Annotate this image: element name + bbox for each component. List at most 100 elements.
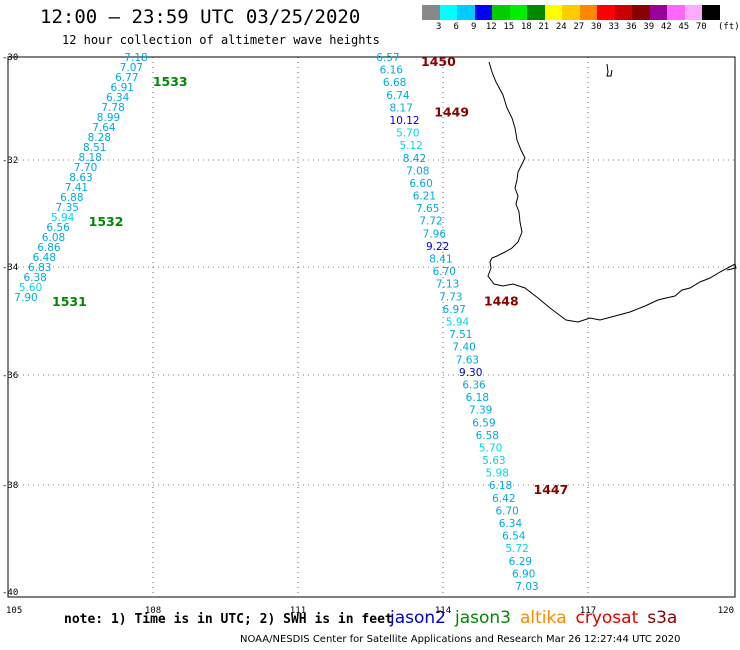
pass-time-label: 1450 <box>421 54 456 69</box>
wave-height-value: 6.08 <box>42 232 65 244</box>
wave-height-value: 7.18 <box>124 52 147 64</box>
wave-height-value: 7.70 <box>74 162 97 174</box>
wave-height-value: 6.36 <box>462 379 486 391</box>
wave-height-value: 6.90 <box>512 568 535 580</box>
legend-jason3: jason3 <box>455 608 511 628</box>
lon-tick-label: 111 <box>290 606 306 616</box>
scale-swatch <box>649 5 667 20</box>
map-frame <box>7 56 736 598</box>
wave-height-value: 6.77 <box>115 72 138 84</box>
wave-height-value: 7.51 <box>449 329 472 341</box>
wave-height-value: 5.60 <box>19 282 42 294</box>
lat-tick-label: -30 <box>2 53 18 63</box>
wave-height-value: 6.42 <box>492 493 515 505</box>
footer-note: note: 1) Time is in UTC; 2) SWH is in fe… <box>64 612 393 627</box>
wave-height-value: 5.70 <box>396 128 419 140</box>
wave-height-value: 7.39 <box>469 405 492 417</box>
satellite-legend: jason2 jason3 altika cryosat s3a <box>390 608 686 628</box>
pass-time-label: 1449 <box>434 104 469 119</box>
scale-swatch <box>474 5 492 20</box>
scale-swatch <box>632 5 650 20</box>
scale-swatch <box>702 5 720 20</box>
wave-height-value: 6.88 <box>60 192 83 204</box>
lon-tick-label: 114 <box>435 606 451 616</box>
wave-height-value: 6.57 <box>376 52 399 64</box>
wave-height-value: 5.94 <box>446 317 470 329</box>
wave-height-value: 6.29 <box>509 556 532 568</box>
scale-label: 39 <box>643 22 655 32</box>
wave-height-value: 6.56 <box>46 222 70 234</box>
wave-height-value: 5.94 <box>51 212 75 224</box>
scale-swatch <box>527 5 545 20</box>
scale-label: 30 <box>590 22 602 32</box>
color-scale-bar <box>422 5 720 21</box>
scale-label: 18 <box>520 22 532 32</box>
scale-label: 33 <box>608 22 620 32</box>
wave-height-tracks: 7.187.076.776.916.347.788.997.648.288.51… <box>14 52 568 593</box>
wave-height-value: 6.16 <box>380 65 404 77</box>
wave-height-value: 7.40 <box>452 342 475 354</box>
scale-label: 24 <box>555 22 567 32</box>
wave-height-value: 6.38 <box>23 272 46 284</box>
scale-swatch <box>457 5 475 20</box>
scale-label: 45 <box>678 22 690 32</box>
wave-height-value: 8.99 <box>97 112 120 124</box>
wave-height-value: 7.73 <box>439 291 462 303</box>
credit-line: NOAA/NESDIS Center for Satellite Applica… <box>240 634 681 645</box>
scale-label: 27 <box>573 22 585 32</box>
island-outline <box>606 63 613 77</box>
lon-tick-label: 105 <box>6 606 22 616</box>
map-grid: 105 108 111 114 117 120 -30 -32 -34 -36 -38 -40 <box>2 53 736 616</box>
wave-height-value: 6.58 <box>476 430 499 442</box>
lon-tick-label: 120 <box>718 606 734 616</box>
scale-swatch <box>614 5 632 20</box>
legend-altika: altika <box>520 608 567 628</box>
wave-height-value: 5.70 <box>479 442 502 454</box>
lon-tick-label: 117 <box>580 606 596 616</box>
page-title: 12:00 – 23:59 UTC 03/25/2020 <box>40 6 361 28</box>
scale-swatch <box>667 5 685 20</box>
legend-jason2: jason2 <box>390 608 446 628</box>
scale-swatch <box>544 5 562 20</box>
scale-swatch <box>492 5 510 20</box>
scale-label: 12 <box>485 22 497 32</box>
color-scale-labels: 3 6 9 12 15 18 21 24 27 30 33 36 39 42 45 70 <box>422 22 710 32</box>
wave-height-value: 7.63 <box>456 354 479 366</box>
scale-swatch <box>562 5 580 20</box>
pass-time-label: 1531 <box>52 294 87 309</box>
wave-height-value: 6.54 <box>502 531 526 543</box>
wave-height-value: 7.03 <box>515 581 538 593</box>
scale-label: 70 <box>695 22 707 32</box>
scale-label: 6 <box>453 22 459 32</box>
wave-height-value: 6.18 <box>489 480 512 492</box>
scale-label: 36 <box>625 22 637 32</box>
lat-tick-label: -40 <box>2 588 18 598</box>
legend-s3a: s3a <box>647 608 678 628</box>
legend-cryosat: cryosat <box>575 608 639 628</box>
scale-swatch <box>597 5 615 20</box>
wave-height-value: 5.98 <box>486 468 509 480</box>
lat-tick-label: -36 <box>2 371 18 381</box>
wave-height-value: 6.59 <box>472 417 495 429</box>
wave-height-value: 8.18 <box>78 152 101 164</box>
scale-label: 42 <box>660 22 672 32</box>
wave-height-value: 10.12 <box>390 115 420 127</box>
wave-height-value: 7.35 <box>56 202 79 214</box>
wave-height-value: 9.30 <box>459 367 482 379</box>
wave-height-value: 9.22 <box>426 241 449 253</box>
wave-height-value: 8.17 <box>390 102 413 114</box>
scale-swatch <box>579 5 597 20</box>
wave-height-value: 6.97 <box>442 304 465 316</box>
scale-swatch <box>439 5 457 20</box>
wave-height-value: 8.63 <box>69 172 92 184</box>
coastline <box>487 61 737 323</box>
scale-swatch <box>509 5 527 20</box>
wave-height-value: 6.70 <box>433 266 456 278</box>
australia-southwest-coastline <box>487 61 737 323</box>
scale-label: 9 <box>471 22 477 32</box>
wave-height-value: 7.08 <box>406 165 429 177</box>
wave-height-value: 7.72 <box>419 216 442 228</box>
wave-height-value: 7.78 <box>101 102 124 114</box>
pass-time-label: 1533 <box>153 74 188 89</box>
pass-time-label: 1532 <box>89 214 124 229</box>
